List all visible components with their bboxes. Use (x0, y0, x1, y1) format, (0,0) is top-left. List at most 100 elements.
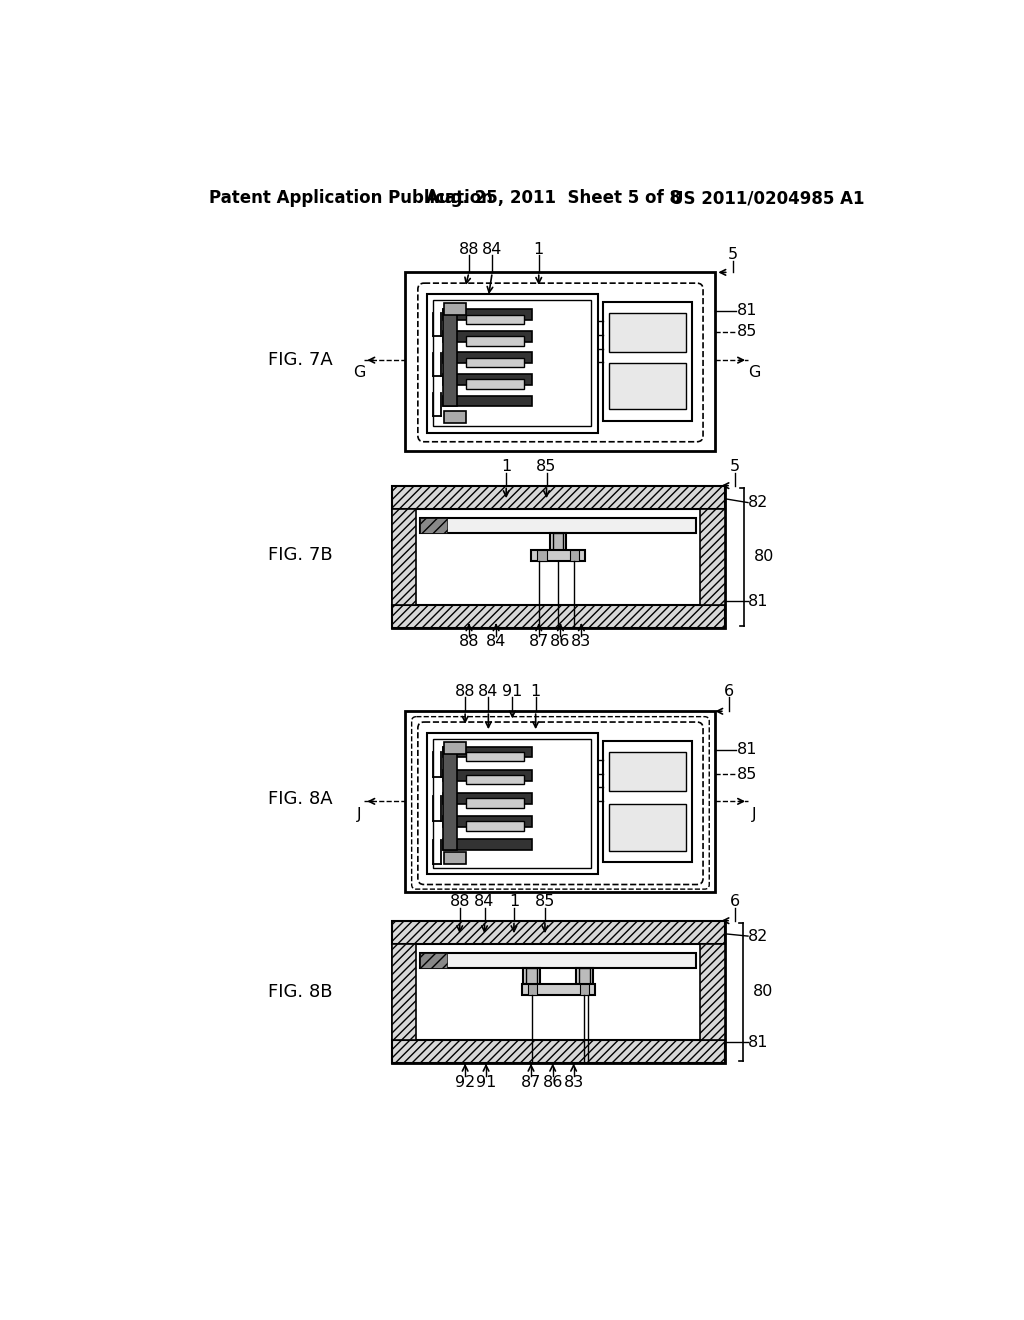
Bar (442, 816, 531, 826)
Text: 80: 80 (755, 549, 774, 565)
Bar (442, 309, 531, 321)
Bar (700, 944, 725, 1040)
Text: 88: 88 (459, 635, 479, 649)
Text: G: G (748, 364, 761, 380)
Bar (391, 486, 725, 628)
Bar (466, 337, 524, 346)
Text: 92: 92 (455, 1074, 475, 1090)
Bar (603, 741, 692, 862)
Text: J: J (752, 807, 757, 822)
Bar (466, 314, 524, 323)
Text: 84: 84 (482, 242, 503, 257)
Text: 1: 1 (509, 894, 519, 909)
Bar (569, 550, 579, 561)
Text: 85: 85 (535, 894, 555, 909)
Bar (420, 517, 447, 533)
Bar (444, 411, 466, 424)
Text: 86: 86 (543, 1074, 563, 1090)
Bar (442, 374, 531, 385)
Bar (466, 379, 524, 388)
Bar (700, 508, 725, 605)
Bar (442, 747, 531, 758)
Text: Aug. 25, 2011  Sheet 5 of 8: Aug. 25, 2011 Sheet 5 of 8 (426, 190, 681, 207)
Bar (521, 983, 595, 995)
Bar (433, 739, 592, 867)
Text: 85: 85 (736, 767, 757, 781)
Text: 81: 81 (736, 742, 757, 758)
Text: 81: 81 (736, 304, 757, 318)
Bar (442, 396, 531, 407)
Text: 86: 86 (550, 635, 570, 649)
Bar (391, 1040, 725, 1063)
Text: 1: 1 (530, 684, 541, 698)
Bar (466, 358, 524, 367)
Bar (433, 300, 592, 426)
Text: 84: 84 (474, 894, 495, 909)
Bar (406, 711, 716, 892)
Text: 5: 5 (727, 247, 737, 263)
Text: 85: 85 (736, 325, 757, 339)
Bar (391, 508, 417, 605)
Text: 87: 87 (521, 1074, 542, 1090)
Text: 81: 81 (748, 1035, 768, 1049)
Text: 6: 6 (724, 684, 733, 698)
Text: 81: 81 (748, 594, 768, 609)
Bar (526, 969, 538, 983)
Text: 82: 82 (748, 928, 768, 944)
Bar (391, 944, 417, 1040)
Bar (391, 921, 725, 1063)
Bar (609, 363, 686, 409)
Text: 5: 5 (730, 459, 740, 474)
Text: 1: 1 (534, 242, 544, 257)
Bar (420, 953, 696, 969)
Bar (442, 747, 457, 850)
Text: 1: 1 (501, 459, 511, 474)
Text: 91: 91 (476, 1074, 497, 1090)
Bar (391, 605, 725, 628)
Text: 6: 6 (730, 894, 740, 909)
Text: 84: 84 (486, 635, 506, 649)
Text: FIG. 7A: FIG. 7A (267, 351, 332, 370)
Text: 88: 88 (459, 242, 479, 257)
Bar (550, 533, 566, 550)
Text: 84: 84 (478, 684, 499, 698)
Bar (538, 550, 547, 561)
Text: 87: 87 (528, 635, 549, 649)
Text: 91: 91 (502, 684, 522, 698)
Bar (466, 821, 524, 830)
Text: 82: 82 (748, 495, 768, 510)
Bar (391, 486, 725, 508)
Bar (444, 853, 466, 865)
Text: FIG. 7B: FIG. 7B (267, 546, 332, 564)
Bar (579, 969, 590, 983)
Text: 85: 85 (537, 459, 557, 474)
Bar (466, 799, 524, 808)
Text: US 2011/0204985 A1: US 2011/0204985 A1 (671, 190, 865, 207)
Bar (609, 752, 686, 791)
Bar (420, 953, 447, 969)
Bar (523, 969, 541, 983)
Bar (466, 775, 524, 784)
Bar (442, 309, 457, 407)
Bar (609, 804, 686, 850)
Bar (442, 352, 531, 363)
Bar (420, 517, 696, 533)
Text: J: J (356, 807, 361, 822)
Bar (609, 313, 686, 351)
Bar (575, 969, 593, 983)
Bar (427, 294, 598, 433)
Bar (406, 272, 716, 451)
Bar (444, 742, 466, 755)
Text: 88: 88 (455, 684, 475, 698)
Text: FIG. 8B: FIG. 8B (267, 982, 332, 1001)
Bar (442, 770, 531, 780)
Text: Patent Application Publication: Patent Application Publication (209, 190, 494, 207)
Bar (603, 302, 692, 421)
Bar (427, 733, 598, 874)
Text: 88: 88 (450, 894, 470, 909)
Bar (466, 752, 524, 762)
Text: FIG. 8A: FIG. 8A (267, 791, 332, 808)
Bar (554, 533, 563, 550)
Bar (531, 550, 586, 561)
Bar (442, 331, 531, 342)
